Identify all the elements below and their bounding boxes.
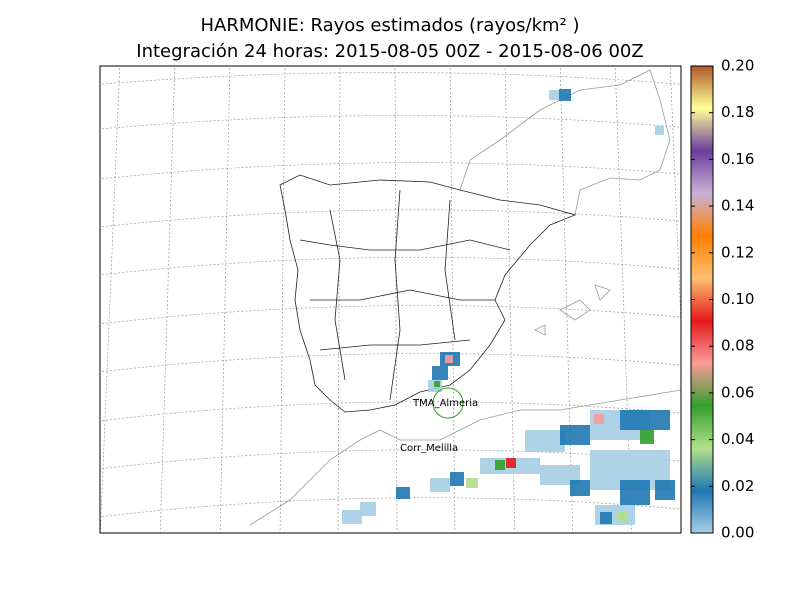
colorbar-tick-label: 0.00 bbox=[721, 524, 754, 542]
colorbar-tick-label: 0.02 bbox=[721, 477, 754, 495]
coastlines bbox=[249, 69, 681, 526]
colorbar-tick-label: 0.18 bbox=[721, 103, 754, 121]
chart-subtitle: Integración 24 horas: 2015-08-05 00Z - 2… bbox=[136, 41, 643, 62]
colorbar-tick-label: 0.10 bbox=[721, 290, 754, 308]
colorbar-tick-label: 0.12 bbox=[721, 243, 754, 261]
chart-title: HARMONIE: Rayos estimados (rayos/km² ) bbox=[201, 15, 580, 36]
map: TMA_Almeria Corr_Melilla bbox=[100, 66, 681, 533]
colorbar-tick-label: 0.14 bbox=[721, 197, 754, 215]
annotation: TMA_Almeria bbox=[412, 398, 478, 409]
colorbar-tick-label: 0.06 bbox=[721, 383, 754, 401]
colorbar-tick-label: 0.20 bbox=[721, 57, 754, 75]
iberia-outline bbox=[279, 174, 577, 413]
map-frame bbox=[99, 65, 682, 534]
area-circle bbox=[432, 387, 464, 419]
colorbar-tick-label: 0.16 bbox=[721, 150, 754, 168]
colorbar-tick-label: 0.08 bbox=[721, 337, 754, 355]
lightning-cells bbox=[342, 89, 675, 525]
annotation: Corr_Melilla bbox=[400, 443, 458, 454]
colorbar-tick-label: 0.04 bbox=[721, 430, 754, 448]
